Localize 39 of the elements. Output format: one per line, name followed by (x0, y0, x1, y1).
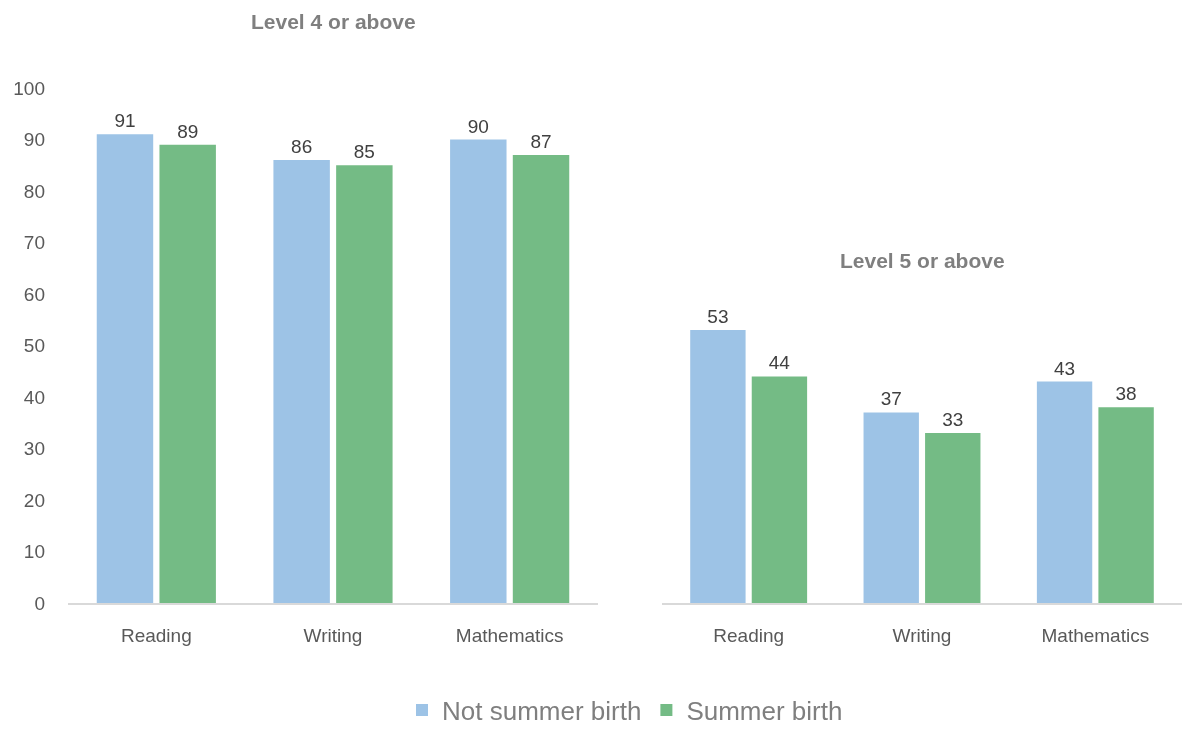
data-label: 44 (768, 352, 791, 374)
data-label: 37 (880, 388, 902, 410)
data-label: 89 (177, 120, 199, 142)
x-tick-label: Mathematics (1041, 624, 1150, 646)
bar (1098, 407, 1154, 603)
y-tick-label: 50 (23, 335, 45, 357)
x-tick-label: Mathematics (455, 624, 564, 646)
text: Level 5 or above (840, 249, 1005, 272)
y-tick-label: 100 (13, 77, 45, 99)
data-label: 38 (1115, 383, 1137, 405)
y-tick-label: 60 (23, 283, 45, 305)
bar (1036, 381, 1093, 603)
data-label: 53 (707, 306, 729, 328)
x-tick-label: Writing (892, 624, 952, 646)
bar (690, 330, 746, 603)
y-tick-label: 20 (23, 489, 45, 511)
chart-title: Level 4 or above (251, 10, 416, 33)
data-label: 87 (530, 130, 552, 152)
bar (751, 376, 808, 603)
y-tick-label: 10 (23, 541, 45, 563)
legend-label: Not summer birth (442, 696, 642, 727)
y-tick-label: 0 (34, 592, 45, 614)
y-tick-label: 40 (23, 386, 45, 408)
data-label: 33 (942, 409, 964, 431)
bar (925, 433, 981, 603)
x-tick-label: Writing (303, 624, 363, 646)
y-tick-label: 80 (23, 180, 45, 202)
x-tick-label: Reading (120, 624, 192, 646)
x-tick-label: Reading (713, 624, 785, 646)
data-label: 91 (114, 110, 136, 132)
y-tick-label: 70 (23, 232, 45, 254)
data-label: 86 (291, 136, 313, 158)
bar (863, 412, 919, 603)
y-tick-label: 30 (23, 438, 45, 460)
data-label: 43 (1054, 357, 1076, 379)
data-label: 90 (467, 115, 489, 137)
legend-label: Summer birth (686, 696, 843, 727)
y-tick-label: 90 (23, 129, 45, 151)
data-label: 85 (353, 141, 375, 163)
